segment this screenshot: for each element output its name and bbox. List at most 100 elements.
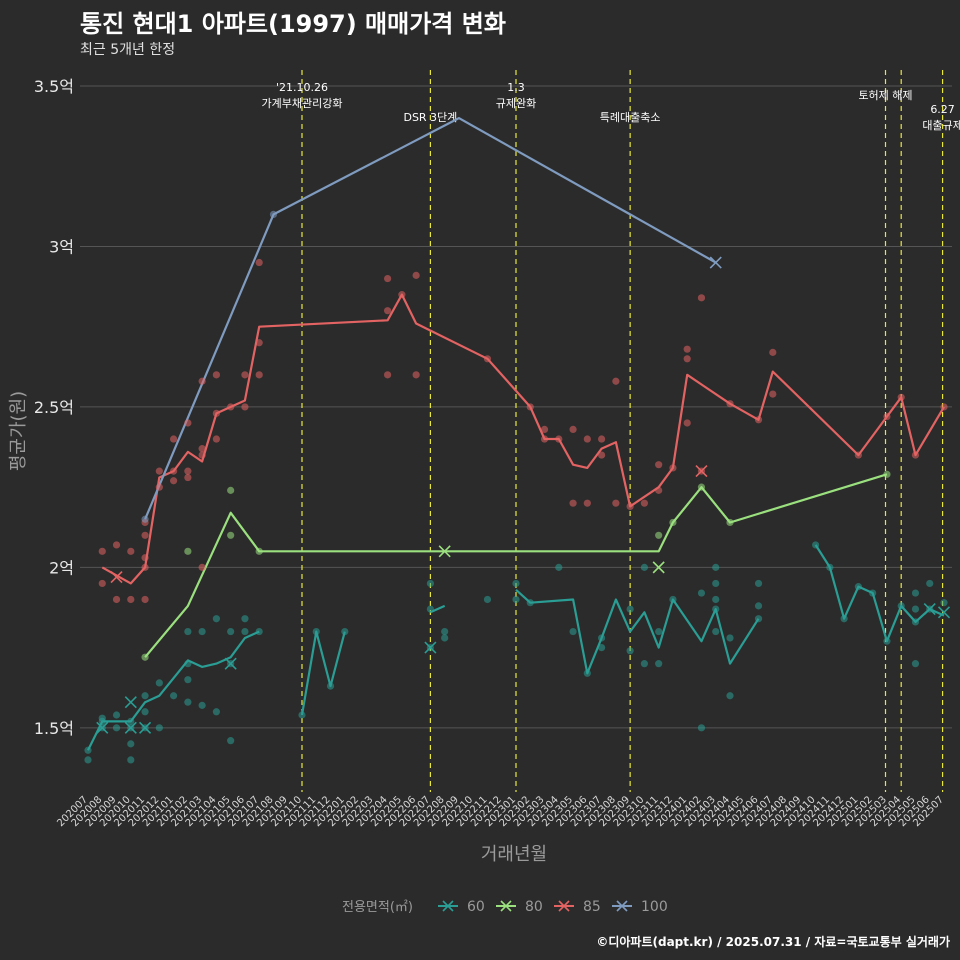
series-line: [101, 293, 945, 585]
data-point: [312, 627, 320, 636]
event-label: 규제완화: [496, 97, 536, 110]
data-point: [655, 531, 663, 539]
data-point: [198, 377, 206, 385]
data-point: [655, 660, 663, 668]
data-point: [98, 714, 106, 722]
data-point: [184, 676, 192, 684]
data-point: [840, 615, 848, 623]
data-point: [426, 605, 434, 613]
data-point: [697, 724, 706, 732]
data-point: [583, 499, 591, 507]
cross-marker: [96, 721, 109, 734]
data-point: [255, 371, 263, 379]
data-point: [712, 579, 720, 588]
data-point: [212, 615, 220, 623]
data-point: [897, 393, 905, 401]
x-axis-title: 거래년월: [481, 844, 547, 865]
data-point: [712, 605, 720, 613]
data-point: [640, 660, 649, 668]
data-point: [712, 563, 720, 571]
data-point: [227, 403, 235, 411]
data-point: [697, 589, 706, 597]
data-point: [854, 451, 863, 459]
data-point: [170, 692, 178, 700]
data-point: [127, 547, 135, 555]
data-point: [754, 416, 763, 424]
series-points: [84, 210, 951, 764]
cross-marker: [110, 570, 123, 584]
series-line: [814, 544, 945, 643]
cross-marker: [139, 721, 152, 734]
data-point: [754, 602, 763, 610]
cross-marker: [937, 606, 951, 619]
event-label: 토허제 해제: [858, 88, 912, 102]
event-lines: [301, 70, 944, 792]
event-label: DSR 3단계: [403, 111, 457, 124]
cross-marker: [438, 545, 451, 558]
data-point: [540, 425, 549, 433]
data-point: [112, 595, 121, 604]
data-point: [640, 563, 649, 571]
data-point: [198, 445, 206, 453]
data-point: [883, 637, 891, 645]
data-point: [826, 563, 834, 571]
data-point: [184, 473, 192, 482]
data-point: [155, 483, 163, 491]
cross-marker: [695, 465, 708, 478]
data-point: [155, 679, 163, 687]
data-point: [227, 531, 235, 539]
data-point: [569, 627, 577, 636]
data-point: [655, 486, 663, 494]
event-label: 대출규제: [922, 119, 960, 132]
data-point: [341, 627, 349, 636]
data-point: [883, 412, 891, 421]
data-point: [227, 486, 235, 494]
data-point: [112, 711, 121, 719]
data-point: [626, 502, 634, 511]
y-tick-label: 2억: [49, 558, 74, 577]
data-point: [141, 595, 149, 604]
data-point: [683, 419, 691, 427]
data-point: [127, 595, 135, 604]
event-label: '21.10.26: [276, 81, 328, 94]
data-point: [726, 400, 734, 408]
data-point: [170, 467, 178, 475]
data-point: [854, 583, 863, 591]
y-tick-label: 1.5억: [34, 719, 74, 738]
data-point: [569, 425, 577, 433]
data-point: [598, 435, 606, 443]
data-point: [255, 627, 263, 636]
data-point: [712, 595, 720, 604]
data-point: [384, 274, 392, 283]
data-point: [754, 579, 763, 588]
y-tick-label: 3.5억: [34, 77, 74, 96]
data-point: [869, 589, 877, 597]
data-point: [911, 618, 920, 626]
data-point: [212, 371, 220, 379]
legend-label: 85: [583, 899, 601, 915]
data-point: [127, 740, 135, 748]
data-point: [911, 605, 920, 613]
data-point: [398, 291, 406, 299]
data-point: [926, 579, 934, 588]
event-label: 1.3: [507, 81, 525, 94]
data-point: [141, 692, 149, 700]
data-point: [940, 403, 948, 411]
data-point: [241, 403, 249, 411]
data-point: [911, 660, 920, 668]
data-point: [155, 724, 163, 732]
y-axis-title: 평균가(원): [8, 391, 29, 471]
data-point: [598, 634, 606, 642]
data-point: [412, 271, 420, 279]
legend-label: 60: [467, 899, 485, 915]
data-point: [669, 518, 677, 527]
data-point: [812, 541, 820, 549]
data-point: [612, 377, 620, 385]
data-point: [170, 435, 178, 443]
data-point: [98, 547, 106, 555]
event-label: 가계부채관리강화: [262, 97, 343, 110]
data-point: [84, 756, 92, 764]
data-point: [198, 563, 206, 571]
data-point: [512, 595, 520, 604]
data-point: [198, 627, 206, 636]
